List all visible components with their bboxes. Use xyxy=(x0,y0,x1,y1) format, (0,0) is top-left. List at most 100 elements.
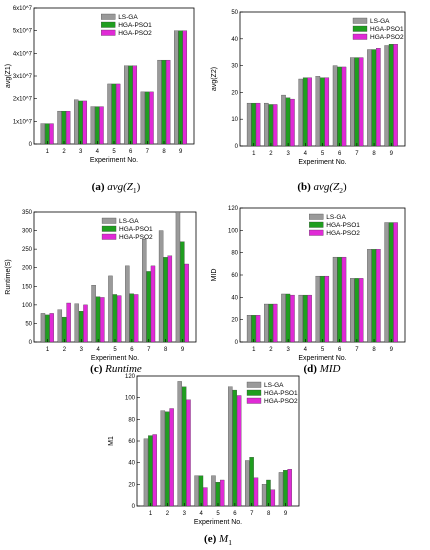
bar-hga-pso1-exp-1 xyxy=(251,102,256,147)
bar-hga-pso2-exp-5 xyxy=(116,83,121,145)
legend-label: LS-GA xyxy=(119,218,139,225)
bar-ls-ga-exp-8 xyxy=(367,49,372,147)
bar-hga-pso2-exp-6 xyxy=(132,65,138,145)
bar-hga-pso2-exp-6 xyxy=(341,66,347,147)
y-tick-label: 1x10^7 xyxy=(13,119,33,125)
y-tick-label: 100 xyxy=(228,228,239,234)
caption-subscript: 1 xyxy=(228,538,232,547)
bar-hga-pso1-exp-7 xyxy=(146,271,151,343)
bar-ls-ga-exp-9 xyxy=(384,45,389,147)
legend-swatch xyxy=(309,229,324,236)
x-tick-label: 7 xyxy=(146,149,150,155)
x-tick-label: 4 xyxy=(304,347,308,353)
legend-swatch xyxy=(101,233,117,240)
caption-4: (d) MID xyxy=(304,363,341,375)
bar-hga-pso2-exp-9 xyxy=(182,30,188,145)
y-axis-title: avg(Z2) xyxy=(211,67,218,91)
bar-hga-pso2-exp-3 xyxy=(290,98,295,147)
bar-hga-pso1-exp-3 xyxy=(285,293,291,343)
bar-hga-pso1-exp-2 xyxy=(61,110,67,145)
bar-hga-pso1-exp-3 xyxy=(78,311,84,343)
x-tick-label: 5 xyxy=(216,511,220,517)
bar-hga-pso2-exp-6 xyxy=(341,256,347,343)
y-tick-label: 120 xyxy=(125,374,136,380)
bar-hga-pso1-exp-4 xyxy=(95,106,100,145)
bar-hga-pso1-exp-4 xyxy=(302,77,308,147)
bar-hga-pso1-exp-8 xyxy=(371,249,377,343)
x-tick-label: 1 xyxy=(149,511,153,517)
legend-swatch xyxy=(246,397,262,404)
caption-2: (b) avg(Z2) xyxy=(297,181,347,195)
chart-panel-3: 0 50 100 150 200 250 300 350 1 2 3 4 5 6 7 8 9 Experiment… xyxy=(5,210,197,362)
y-tick-label: 20 xyxy=(231,318,238,324)
bar-hga-pso2-exp-7 xyxy=(358,57,364,147)
x-tick-label: 9 xyxy=(179,149,183,155)
x-axis-title: Experiment No. xyxy=(298,355,346,362)
bar-hga-pso2-exp-8 xyxy=(376,48,381,147)
bar-ls-ga-exp-6 xyxy=(332,256,338,343)
x-tick-label: 8 xyxy=(267,511,271,517)
legend-label: HGA-PSO1 xyxy=(370,26,404,33)
bar-ls-ga-exp-5 xyxy=(211,475,216,507)
bar-ls-ga-exp-7 xyxy=(140,91,146,145)
bar-ls-ga-exp-2 xyxy=(57,309,63,343)
legend-label: LS-GA xyxy=(264,382,284,389)
x-tick-label: 3 xyxy=(183,511,187,517)
bar-hga-pso1-exp-7 xyxy=(249,457,254,507)
y-tick-label: 60 xyxy=(128,439,135,445)
legend-swatch xyxy=(101,217,117,224)
bar-hga-pso1-exp-8 xyxy=(266,479,271,507)
y-tick-label: 100 xyxy=(22,303,33,309)
x-tick-label: 6 xyxy=(338,347,342,353)
bar-ls-ga-exp-5 xyxy=(315,76,321,147)
x-tick-label: 1 xyxy=(252,347,256,353)
bar-hga-pso1-exp-6 xyxy=(232,389,237,507)
bar-hga-pso1-exp-7 xyxy=(354,278,359,343)
y-tick-label: 120 xyxy=(228,206,239,212)
x-tick-label: 2 xyxy=(269,347,273,353)
bar-ls-ga-exp-6 xyxy=(332,65,338,147)
bar-hga-pso2-exp-6 xyxy=(236,395,242,507)
bar-hga-pso2-exp-7 xyxy=(149,91,154,145)
bar-hga-pso1-exp-9 xyxy=(388,222,394,343)
bar-hga-pso2-exp-1 xyxy=(49,313,54,343)
bar-ls-ga-exp-8 xyxy=(261,484,267,507)
caption-label: (d) xyxy=(304,363,320,375)
bar-hga-pso1-exp-2 xyxy=(165,411,170,507)
x-tick-label: 6 xyxy=(130,347,134,353)
x-tick-label: 6 xyxy=(338,151,342,157)
bar-hga-pso1-exp-1 xyxy=(45,123,50,145)
bar-ls-ga-exp-3 xyxy=(281,94,286,147)
bar-hga-pso1-exp-8 xyxy=(371,49,377,147)
bar-ls-ga-exp-4 xyxy=(194,475,199,507)
y-tick-label: 0 xyxy=(235,340,239,346)
legend-swatch xyxy=(101,29,116,36)
y-tick-label: 10 xyxy=(231,117,238,123)
x-tick-label: 2 xyxy=(62,149,66,155)
bar-hga-pso1-exp-3 xyxy=(78,100,83,145)
bar-ls-ga-exp-6 xyxy=(228,386,233,507)
y-tick-label: 300 xyxy=(22,229,33,235)
bar-hga-pso1-exp-5 xyxy=(215,482,221,507)
legend-label: HGA-PSO1 xyxy=(118,22,152,29)
legend-label: HGA-PSO2 xyxy=(264,398,298,405)
bar-hga-pso1-exp-2 xyxy=(62,316,67,343)
chart-panel-2: 0 10 20 30 40 50 1 2 3 4 5 6 7 8 9 Experiment No. avg(Z2… xyxy=(211,10,406,166)
chart-panel-4: 0 20 40 60 80 100 120 1 2 3 4 5 6 7 8 9 Experiment No. MI… xyxy=(211,206,406,362)
bar-hga-pso2-exp-8 xyxy=(167,255,173,343)
x-tick-label: 7 xyxy=(250,511,254,517)
caption-3: (c) Runtime xyxy=(90,363,142,375)
bar-hga-pso1-exp-7 xyxy=(145,91,150,145)
x-tick-label: 3 xyxy=(286,151,290,157)
caption-tail: ) xyxy=(343,181,347,193)
legend-label: HGA-PSO1 xyxy=(264,390,298,397)
y-axis-title: Runtime(S) xyxy=(5,259,12,294)
bar-hga-pso2-exp-4 xyxy=(99,106,104,145)
legend-swatch xyxy=(352,17,368,24)
bar-hga-pso2-exp-7 xyxy=(150,265,156,343)
y-tick-label: 50 xyxy=(25,321,32,327)
bar-hga-pso2-exp-4 xyxy=(203,487,208,507)
bar-hga-pso1-exp-4 xyxy=(302,294,308,343)
x-tick-label: 7 xyxy=(355,347,359,353)
y-tick-label: 20 xyxy=(231,90,238,96)
